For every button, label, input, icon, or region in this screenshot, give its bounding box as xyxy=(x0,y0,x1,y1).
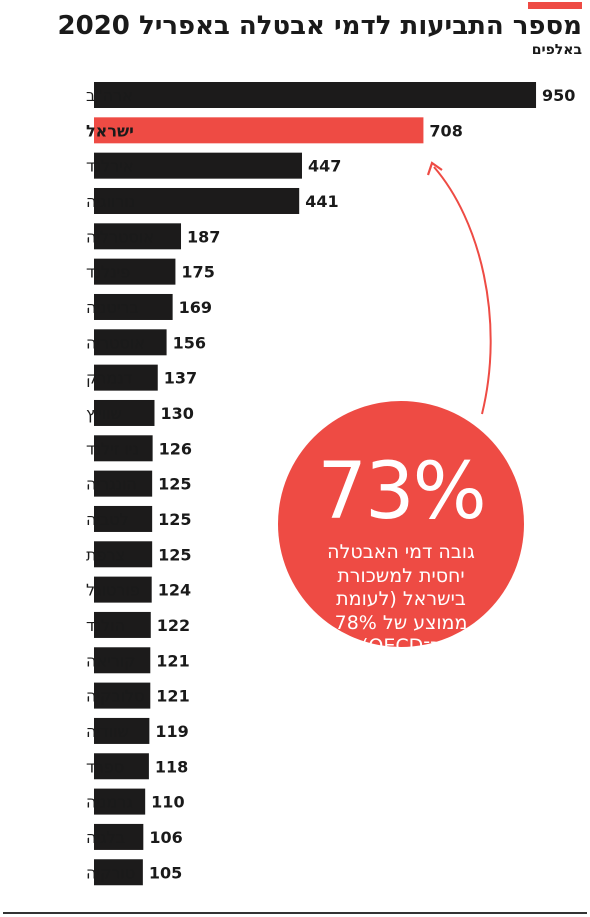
category-label: אירלנד xyxy=(86,157,134,176)
data-label: 175 xyxy=(181,263,214,282)
chart-subtitle: באלפים xyxy=(531,42,582,58)
data-label: 125 xyxy=(158,475,191,494)
data-label: 447 xyxy=(308,157,341,176)
category-label: גרמניה xyxy=(86,793,133,812)
data-label: 441 xyxy=(305,192,338,211)
category-label: פורטוגל xyxy=(86,581,140,600)
bar xyxy=(94,647,151,674)
data-label: 121 xyxy=(156,687,189,706)
bar xyxy=(94,788,146,815)
category-label: ניו זילנד xyxy=(86,439,139,458)
bar xyxy=(94,258,176,285)
category-label: צרפת xyxy=(86,545,125,564)
data-label: 118 xyxy=(155,757,188,776)
chart-title: מספר התביעות לדמי אבטלה באפריל 2020 xyxy=(57,11,582,41)
data-label: 708 xyxy=(429,121,462,140)
category-label: אוסטריה xyxy=(86,333,145,352)
data-label: 156 xyxy=(173,333,206,352)
category-label: סלובקיה xyxy=(86,687,144,706)
bar xyxy=(94,117,424,144)
bar xyxy=(94,293,173,320)
category-label: קוריאה xyxy=(86,651,135,670)
bar xyxy=(94,329,167,356)
category-label: טורקיה xyxy=(86,863,135,882)
data-label: 187 xyxy=(187,227,220,246)
data-label: 122 xyxy=(157,616,190,635)
bar xyxy=(94,223,182,250)
data-label: 124 xyxy=(158,581,191,600)
data-label: 130 xyxy=(160,404,193,423)
data-label: 119 xyxy=(155,722,188,741)
category-label: דנמרק xyxy=(86,369,133,388)
data-label: 137 xyxy=(164,369,197,388)
category-label: שוודיה xyxy=(86,722,129,741)
data-label: 106 xyxy=(149,828,182,847)
category-label: בלגיה xyxy=(86,828,125,847)
callout-arrowhead xyxy=(426,161,443,176)
category-label: הולנד xyxy=(86,616,125,635)
bar xyxy=(94,505,153,532)
bar xyxy=(94,611,151,638)
bar xyxy=(94,541,153,568)
bar xyxy=(94,435,153,462)
data-label: 105 xyxy=(149,863,182,882)
top-accent-bar xyxy=(528,2,582,9)
category-label: ארה"ב xyxy=(86,86,133,105)
bar xyxy=(94,399,155,426)
bottom-rule xyxy=(3,912,587,914)
category-label: הונגריה xyxy=(86,475,137,494)
category-label: פינלנד xyxy=(86,263,130,282)
category-label: ספרד xyxy=(86,757,124,776)
data-label: 125 xyxy=(158,545,191,564)
bar xyxy=(94,470,153,497)
category-label: שווייץ xyxy=(86,404,122,423)
data-label: 125 xyxy=(158,510,191,529)
callout-circle xyxy=(278,401,524,647)
data-label: 169 xyxy=(179,298,212,317)
category-label: לטביה xyxy=(86,510,129,529)
category-label: נורווגיה xyxy=(86,192,135,211)
callout-arrow xyxy=(433,166,492,415)
bar xyxy=(94,152,302,179)
category-label: בריטניה xyxy=(86,298,139,317)
data-label: 121 xyxy=(156,651,189,670)
data-label: 950 xyxy=(542,86,575,105)
bar xyxy=(94,576,152,603)
data-label: 110 xyxy=(151,793,184,812)
category-label: ישראל xyxy=(86,121,134,140)
bar xyxy=(94,187,300,214)
bar xyxy=(94,717,150,744)
bar xyxy=(94,82,537,108)
bar xyxy=(94,753,149,780)
data-label: 126 xyxy=(159,439,192,458)
bar xyxy=(94,823,144,850)
category-label: אוסטרליה xyxy=(86,227,154,246)
bar xyxy=(94,682,151,709)
bar xyxy=(94,859,143,886)
bar xyxy=(94,364,158,391)
